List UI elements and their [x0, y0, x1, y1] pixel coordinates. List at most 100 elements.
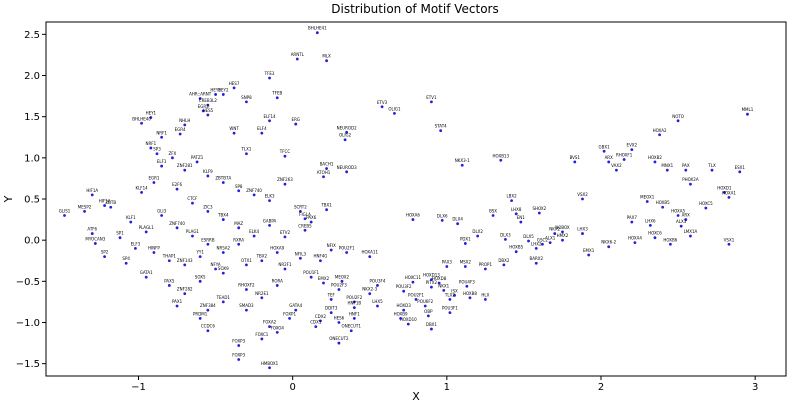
data-point: [152, 181, 156, 184]
data-point: [633, 241, 637, 245]
point-label: NFIX: [327, 243, 336, 248]
data-point: [144, 230, 148, 234]
point-label: ZNF384: [200, 303, 216, 308]
x-axis-label: X: [412, 390, 420, 403]
point-label: BSX: [489, 208, 497, 213]
point-label: SNP8: [241, 95, 252, 100]
point-label: NR2F1: [278, 262, 292, 267]
data-point: [519, 220, 523, 224]
point-label: LHX8: [511, 207, 522, 212]
data-point: [345, 130, 349, 134]
data-point: [653, 236, 657, 240]
data-point: [587, 253, 591, 257]
point-label: GBX1: [599, 144, 611, 149]
point-label: GLI3: [157, 208, 167, 213]
point-label: POU2F1: [339, 246, 355, 251]
point-label: FOXA2: [263, 320, 277, 325]
point-label: SP4: [122, 256, 130, 261]
point-label: ETV3: [377, 100, 388, 105]
point-label: ETV1: [426, 95, 437, 100]
data-point: [727, 195, 731, 199]
point-label: NKX2-3: [362, 287, 377, 292]
data-point: [352, 300, 356, 304]
data-point: [149, 116, 153, 119]
data-point: [665, 168, 669, 172]
data-point: [602, 149, 606, 153]
point-label: TLX: [707, 163, 716, 168]
data-point: [541, 242, 544, 246]
data-point: [298, 209, 302, 213]
point-label: BHLHE40: [132, 116, 151, 121]
data-point: [103, 204, 106, 207]
data-point: [93, 242, 97, 245]
data-point: [684, 168, 688, 172]
point-label: SP8: [235, 184, 243, 189]
data-point: [260, 296, 264, 300]
point-label: BHLHE41: [308, 26, 327, 31]
data-point: [648, 223, 652, 227]
point-label: DLX2: [472, 229, 483, 234]
data-point: [140, 121, 143, 125]
data-point: [439, 129, 443, 133]
point-label: EN1: [517, 215, 526, 220]
point-label: OLIG1: [388, 106, 401, 111]
data-point: [573, 160, 577, 164]
data-point: [214, 93, 217, 96]
point-label: MLX: [322, 54, 331, 59]
point-label: NFYA: [210, 262, 220, 267]
point-label: HOXD8: [432, 276, 447, 281]
point-label: HOXC11: [405, 275, 422, 280]
point-label: PAX1: [172, 299, 183, 304]
point-label: HOXD3: [397, 303, 412, 308]
data-point: [689, 182, 692, 186]
point-label: OTX1: [241, 258, 252, 263]
data-point: [63, 214, 66, 217]
data-point: [314, 325, 318, 329]
data-point: [463, 265, 467, 268]
point-label: FOXP1: [283, 311, 296, 316]
point-label: CREB5: [298, 223, 312, 228]
data-point: [237, 226, 241, 230]
data-point: [237, 189, 241, 193]
point-label: NOBOX: [555, 225, 570, 230]
data-point: [245, 152, 248, 156]
data-point: [206, 174, 210, 178]
point-label: PAX7: [627, 215, 638, 220]
point-label: MEOX1: [640, 194, 655, 199]
data-point: [221, 251, 225, 254]
data-point: [476, 234, 480, 238]
data-point: [615, 168, 618, 172]
point-label: HOXA11: [362, 250, 379, 255]
point-label: ARX: [682, 213, 691, 218]
data-point: [380, 105, 384, 109]
point-label: KLF9: [203, 169, 213, 174]
point-label: SHOX2: [532, 206, 546, 211]
data-point: [191, 234, 194, 238]
data-point: [206, 113, 210, 117]
data-point: [268, 325, 271, 329]
point-label: FOXC1: [255, 332, 268, 337]
data-point: [198, 255, 202, 259]
data-point: [319, 259, 322, 263]
point-label: ELF14: [263, 114, 276, 119]
data-point: [514, 212, 518, 216]
data-point: [134, 246, 137, 250]
data-point: [252, 193, 256, 197]
point-label: SP1: [116, 231, 124, 236]
point-label: MML1: [742, 107, 754, 112]
point-label: ELK4: [249, 229, 259, 234]
data-point: [160, 214, 164, 217]
data-point: [283, 154, 287, 158]
data-point: [491, 214, 495, 217]
data-point: [653, 160, 657, 164]
data-point: [676, 119, 680, 123]
data-point: [309, 220, 313, 224]
point-label: MSX2: [460, 260, 472, 265]
point-label: ZIC3: [203, 204, 213, 209]
point-label: HOXA6: [406, 213, 420, 218]
data-point: [514, 250, 518, 254]
point-label: HOXC5: [699, 201, 713, 206]
data-point: [167, 284, 171, 287]
point-label: VAX2: [611, 163, 622, 168]
